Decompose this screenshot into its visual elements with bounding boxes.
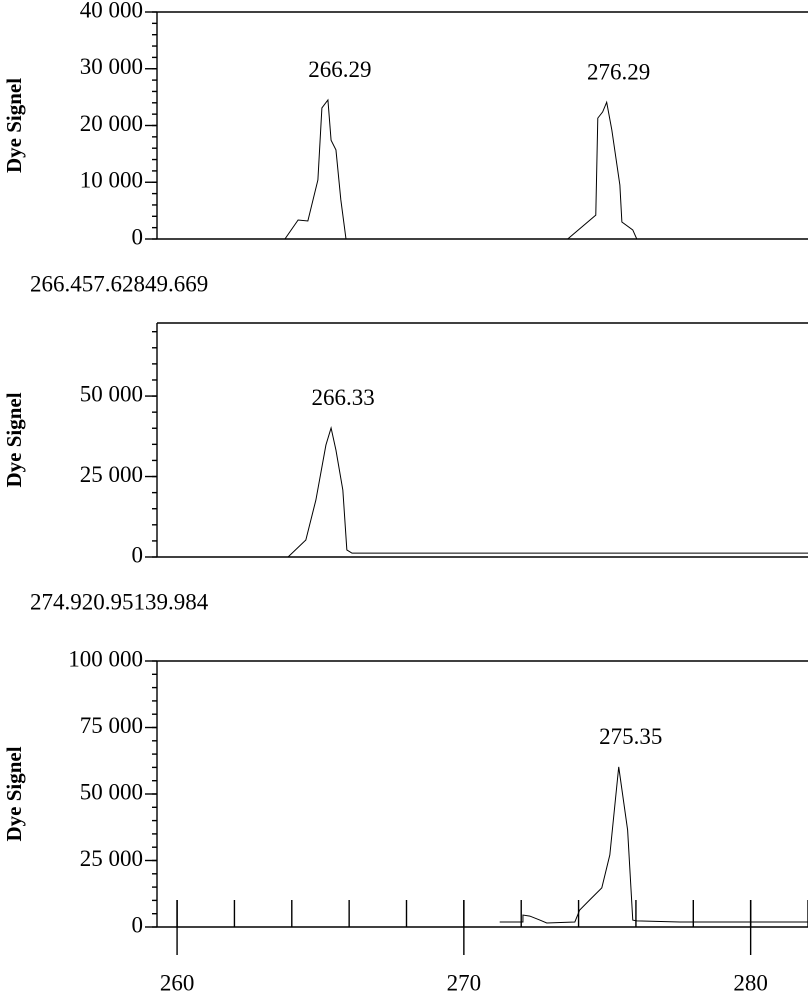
y-tick-label: 25 000	[80, 846, 143, 871]
y-axis-label: Dye Signel	[2, 78, 26, 173]
y-tick-label: 0	[132, 224, 144, 249]
y-tick-label: 0	[132, 912, 144, 937]
y-axis-label: Dye Signel	[2, 746, 26, 841]
x-tick-label: 270	[447, 970, 482, 995]
y-tick-label: 50 000	[80, 779, 143, 804]
y-tick-label: 20 000	[80, 111, 143, 136]
signal-trace	[499, 766, 808, 924]
panel-footnote: 266.457.62849.669	[30, 271, 208, 296]
peak-label: 266.29	[308, 57, 371, 82]
y-axis-label: Dye Signel	[2, 392, 26, 487]
panel-footnote: 274.920.95139.984	[30, 589, 209, 614]
y-tick-label: 25 000	[80, 462, 143, 487]
y-tick-label: 10 000	[80, 168, 143, 193]
peak-label: 266.33	[311, 385, 374, 410]
y-tick-label: 40 000	[80, 0, 143, 22]
peak-label: 275.35	[599, 724, 662, 749]
peak-label: 276.29	[587, 60, 650, 85]
signal-trace	[157, 425, 808, 558]
signal-trace	[157, 98, 808, 240]
y-tick-label: 0	[132, 542, 144, 567]
y-tick-label: 50 000	[80, 381, 143, 406]
y-tick-label: 100 000	[68, 646, 143, 671]
y-tick-label: 75 000	[80, 713, 143, 738]
x-tick-label: 280	[733, 970, 768, 995]
y-tick-label: 30 000	[80, 54, 143, 79]
x-tick-label: 260	[160, 970, 195, 995]
